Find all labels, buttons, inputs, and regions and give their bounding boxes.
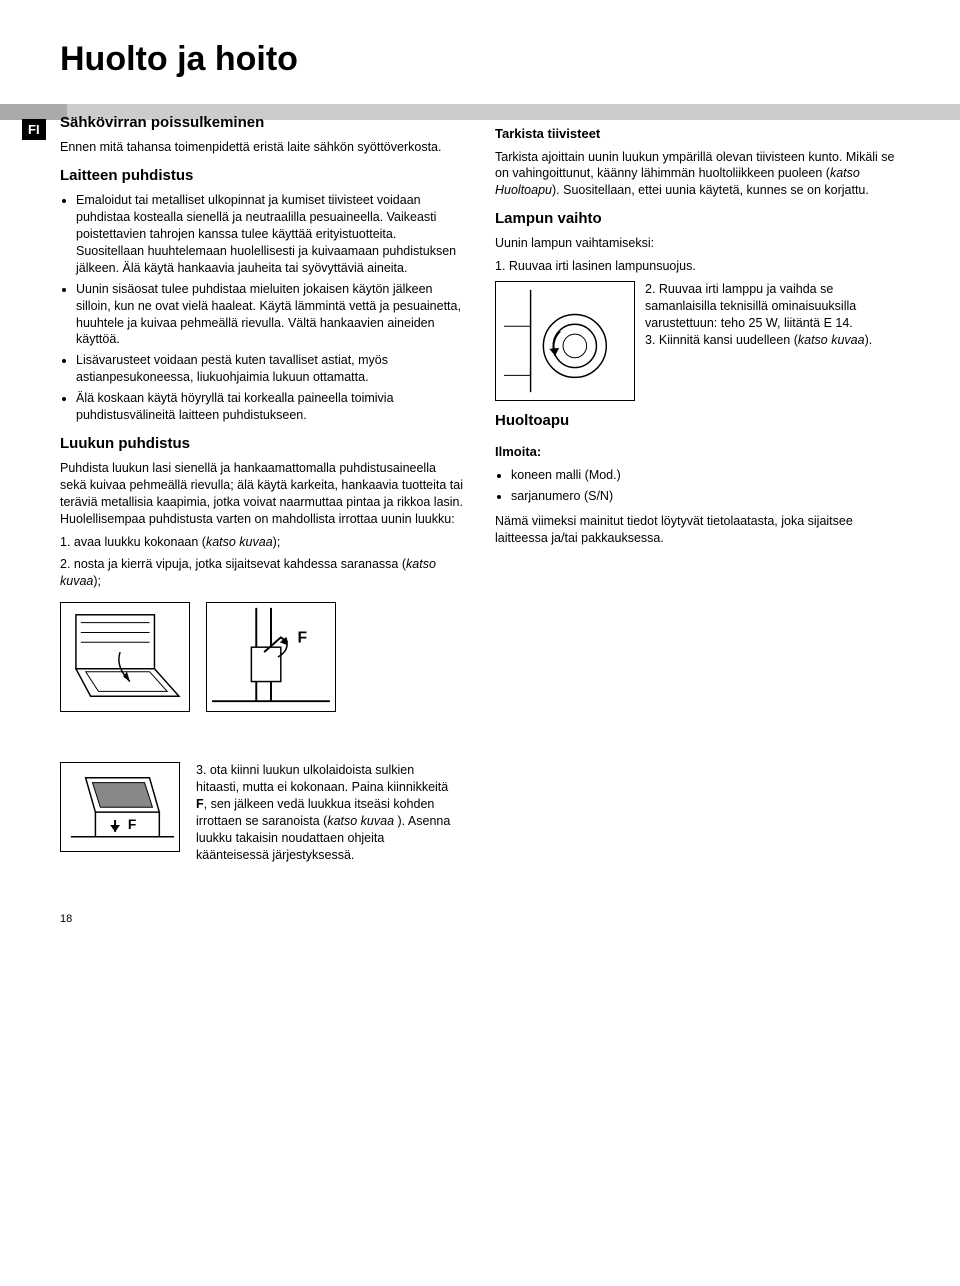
right-column: Tarkista tiivisteet Tarkista ajoittain u…: [495, 113, 900, 712]
figure-door-open: [60, 602, 190, 712]
label-f: F: [298, 629, 308, 646]
text-lamp-step1: 1. Ruuvaa irti lasinen lampunsuojus.: [495, 258, 900, 275]
step-text: );: [273, 535, 281, 549]
lower-section: F 3. ota kiinni luukun ulkolaidoista sul…: [60, 762, 900, 863]
step-1: 1. avaa luukku kokonaan (katso kuvaa);: [60, 534, 465, 551]
bullet-item: Älä koskaan käytä höyryllä tai korkealla…: [76, 390, 465, 424]
language-tag: FI: [22, 119, 46, 140]
lamp-step3: 3. Kiinnitä kansi uudelleen (: [645, 333, 798, 347]
heading-cleaning: Laitteen puhdistus: [60, 166, 465, 186]
step-text: 2. nosta ja kierrä vipuja, jotka sijaits…: [60, 557, 406, 571]
step-text: );: [93, 574, 101, 588]
step-ref: katso kuvaa: [206, 535, 273, 549]
lamp-ref: katso kuvaa: [798, 333, 865, 347]
seal-text: ). Suositellaan, ettei uunia käytetä, ku…: [552, 183, 869, 197]
lower-text-a: 3. ota kiinni luukun ulkolaidoista sulki…: [196, 763, 448, 794]
text-door-cleaning: Puhdista luukun lasi sienellä ja hankaam…: [60, 460, 465, 528]
lower-text-f: F: [196, 797, 204, 811]
cleaning-bullets: Emaloidut tai metalliset ulkopinnat ja k…: [60, 192, 465, 423]
bullet-item: Uunin sisäosat tulee puhdistaa mieluiten…: [76, 281, 465, 349]
bullet-item: Emaloidut tai metalliset ulkopinnat ja k…: [76, 192, 465, 276]
heading-power-off: Sähkövirran poissulkeminen: [60, 113, 465, 133]
heading-lamp: Lampun vaihto: [495, 209, 900, 229]
text-power-off: Ennen mitä tahansa toimenpidettä eristä …: [60, 139, 465, 156]
heading-seals: Tarkista tiivisteet: [495, 125, 900, 143]
lower-ref: katso kuvaa: [327, 814, 394, 828]
page-number: 18: [60, 913, 900, 925]
heading-door-cleaning: Luukun puhdistus: [60, 434, 465, 454]
step-text: 1. avaa luukku kokonaan (: [60, 535, 206, 549]
label-f: F: [128, 817, 136, 832]
figure-row: F: [60, 602, 465, 712]
figure-hinge: F: [206, 602, 336, 712]
bullet-item: Lisävarusteet voidaan pestä kuten tavall…: [76, 352, 465, 386]
text-report-info: Nämä viimeksi mainitut tiedot löytyvät t…: [495, 513, 900, 547]
bullet-item: sarjanumero (S/N): [511, 488, 900, 505]
figure-lamp: [495, 281, 635, 401]
heading-service: Huoltoapu: [495, 411, 900, 431]
lamp-text-block: 2. Ruuvaa irti lamppu ja vaihda se saman…: [645, 281, 900, 401]
lower-text: 3. ota kiinni luukun ulkolaidoista sulki…: [196, 762, 456, 863]
text-seals: Tarkista ajoittain uunin luukun ympärill…: [495, 149, 900, 200]
bullet-item: koneen malli (Mod.): [511, 467, 900, 484]
report-bullets: koneen malli (Mod.) sarjanumero (S/N): [495, 467, 900, 505]
lamp-step3b: ).: [865, 333, 873, 347]
step-2: 2. nosta ja kierrä vipuja, jotka sijaits…: [60, 556, 465, 590]
text-lamp-intro: Uunin lampun vaihtamiseksi:: [495, 235, 900, 252]
figure-door-remove: F: [60, 762, 180, 852]
page-title: Huolto ja hoito: [60, 40, 900, 79]
lamp-section: 2. Ruuvaa irti lamppu ja vaihda se saman…: [495, 281, 900, 401]
left-column: Sähkövirran poissulkeminen Ennen mitä ta…: [60, 113, 465, 712]
heading-report: Ilmoita:: [495, 443, 900, 461]
lamp-step2: 2. Ruuvaa irti lamppu ja vaihda se saman…: [645, 282, 856, 330]
